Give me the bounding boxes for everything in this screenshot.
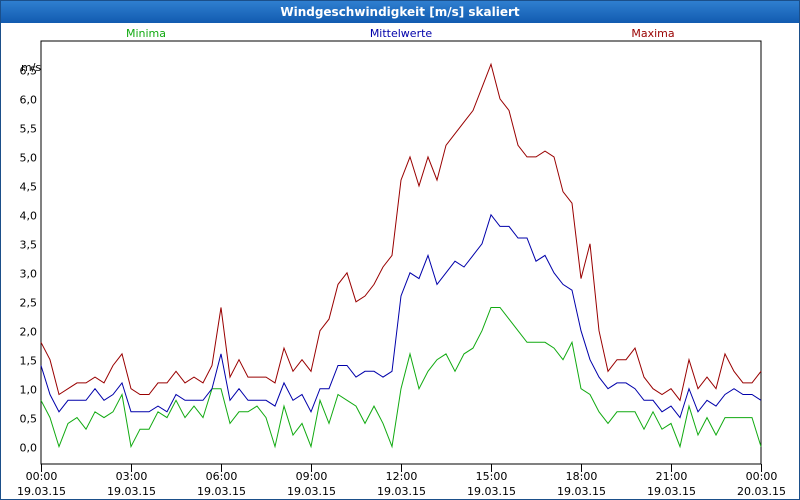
x-tick-date: 19.03.15 [647, 485, 696, 498]
y-tick-label: 0,5 [20, 413, 38, 426]
x-tick-time: 21:00 [656, 470, 688, 483]
x-tick-date: 19.03.15 [17, 485, 66, 498]
y-tick-label: 5,0 [20, 152, 38, 165]
window-title: Windgeschwindigkeit [m/s] skaliert [1, 1, 799, 23]
axes: 0,0 0,5 1,0 1,5 2,0 2,5 3,0 3,5 4,0 4,5 5,0 5,5 6,0 6… [17, 40, 786, 498]
y-tick-label: 2,0 [20, 326, 38, 339]
y-axis-label: m/s [21, 61, 41, 74]
y-tick-label: 5,5 [20, 123, 38, 136]
y-tick-label: 6,5 [20, 65, 38, 78]
series-line-max [40, 62, 762, 402]
x-tick-time: 09:00 [296, 470, 328, 483]
x-tick-date: 19.03.15 [377, 485, 426, 498]
x-tick-date: 19.03.15 [197, 485, 246, 498]
x-tick-date: 19.03.15 [107, 485, 156, 498]
legend-max: Maxima [631, 27, 674, 40]
x-tick-time: 00:00 [746, 470, 778, 483]
series-line-mean [40, 213, 762, 419]
x-tick-time: 18:00 [566, 470, 598, 483]
x-tick-date: 19.03.15 [467, 485, 516, 498]
y-tick-label: 1,5 [20, 355, 38, 368]
series-layer [40, 62, 762, 449]
y-tick-label: 6,0 [20, 94, 38, 107]
legend: Minima Mittelwerte Maxima [126, 27, 675, 40]
y-tick-label: 3,0 [20, 268, 38, 281]
y-tick-label: 4,0 [20, 210, 38, 223]
x-tick-time: 06:00 [206, 470, 238, 483]
chart: 0,0 0,5 1,0 1,5 2,0 2,5 3,0 3,5 4,0 4,5 5,0 5,5 6,0 6… [17, 27, 786, 498]
x-tick-time: 03:00 [116, 470, 148, 483]
x-tick-time: 12:00 [386, 470, 418, 483]
series-line-min [40, 307, 762, 449]
legend-mean: Mittelwerte [370, 27, 433, 40]
x-tick-time: 00:00 [26, 470, 58, 483]
plot-frame [40, 40, 762, 465]
legend-min: Minima [126, 27, 166, 40]
x-tick-date: 19.03.15 [287, 485, 336, 498]
x-tick-time: 15:00 [476, 470, 508, 483]
y-tick-label: 4,5 [20, 181, 38, 194]
x-tick-date: 20.03.15 [737, 485, 786, 498]
y-tick-label: 3,5 [20, 239, 38, 252]
y-tick-label: 2,5 [20, 297, 38, 310]
y-tick-label: 0,0 [20, 442, 38, 455]
x-tick-date: 19.03.15 [557, 485, 606, 498]
y-tick-label: 1,0 [20, 384, 38, 397]
